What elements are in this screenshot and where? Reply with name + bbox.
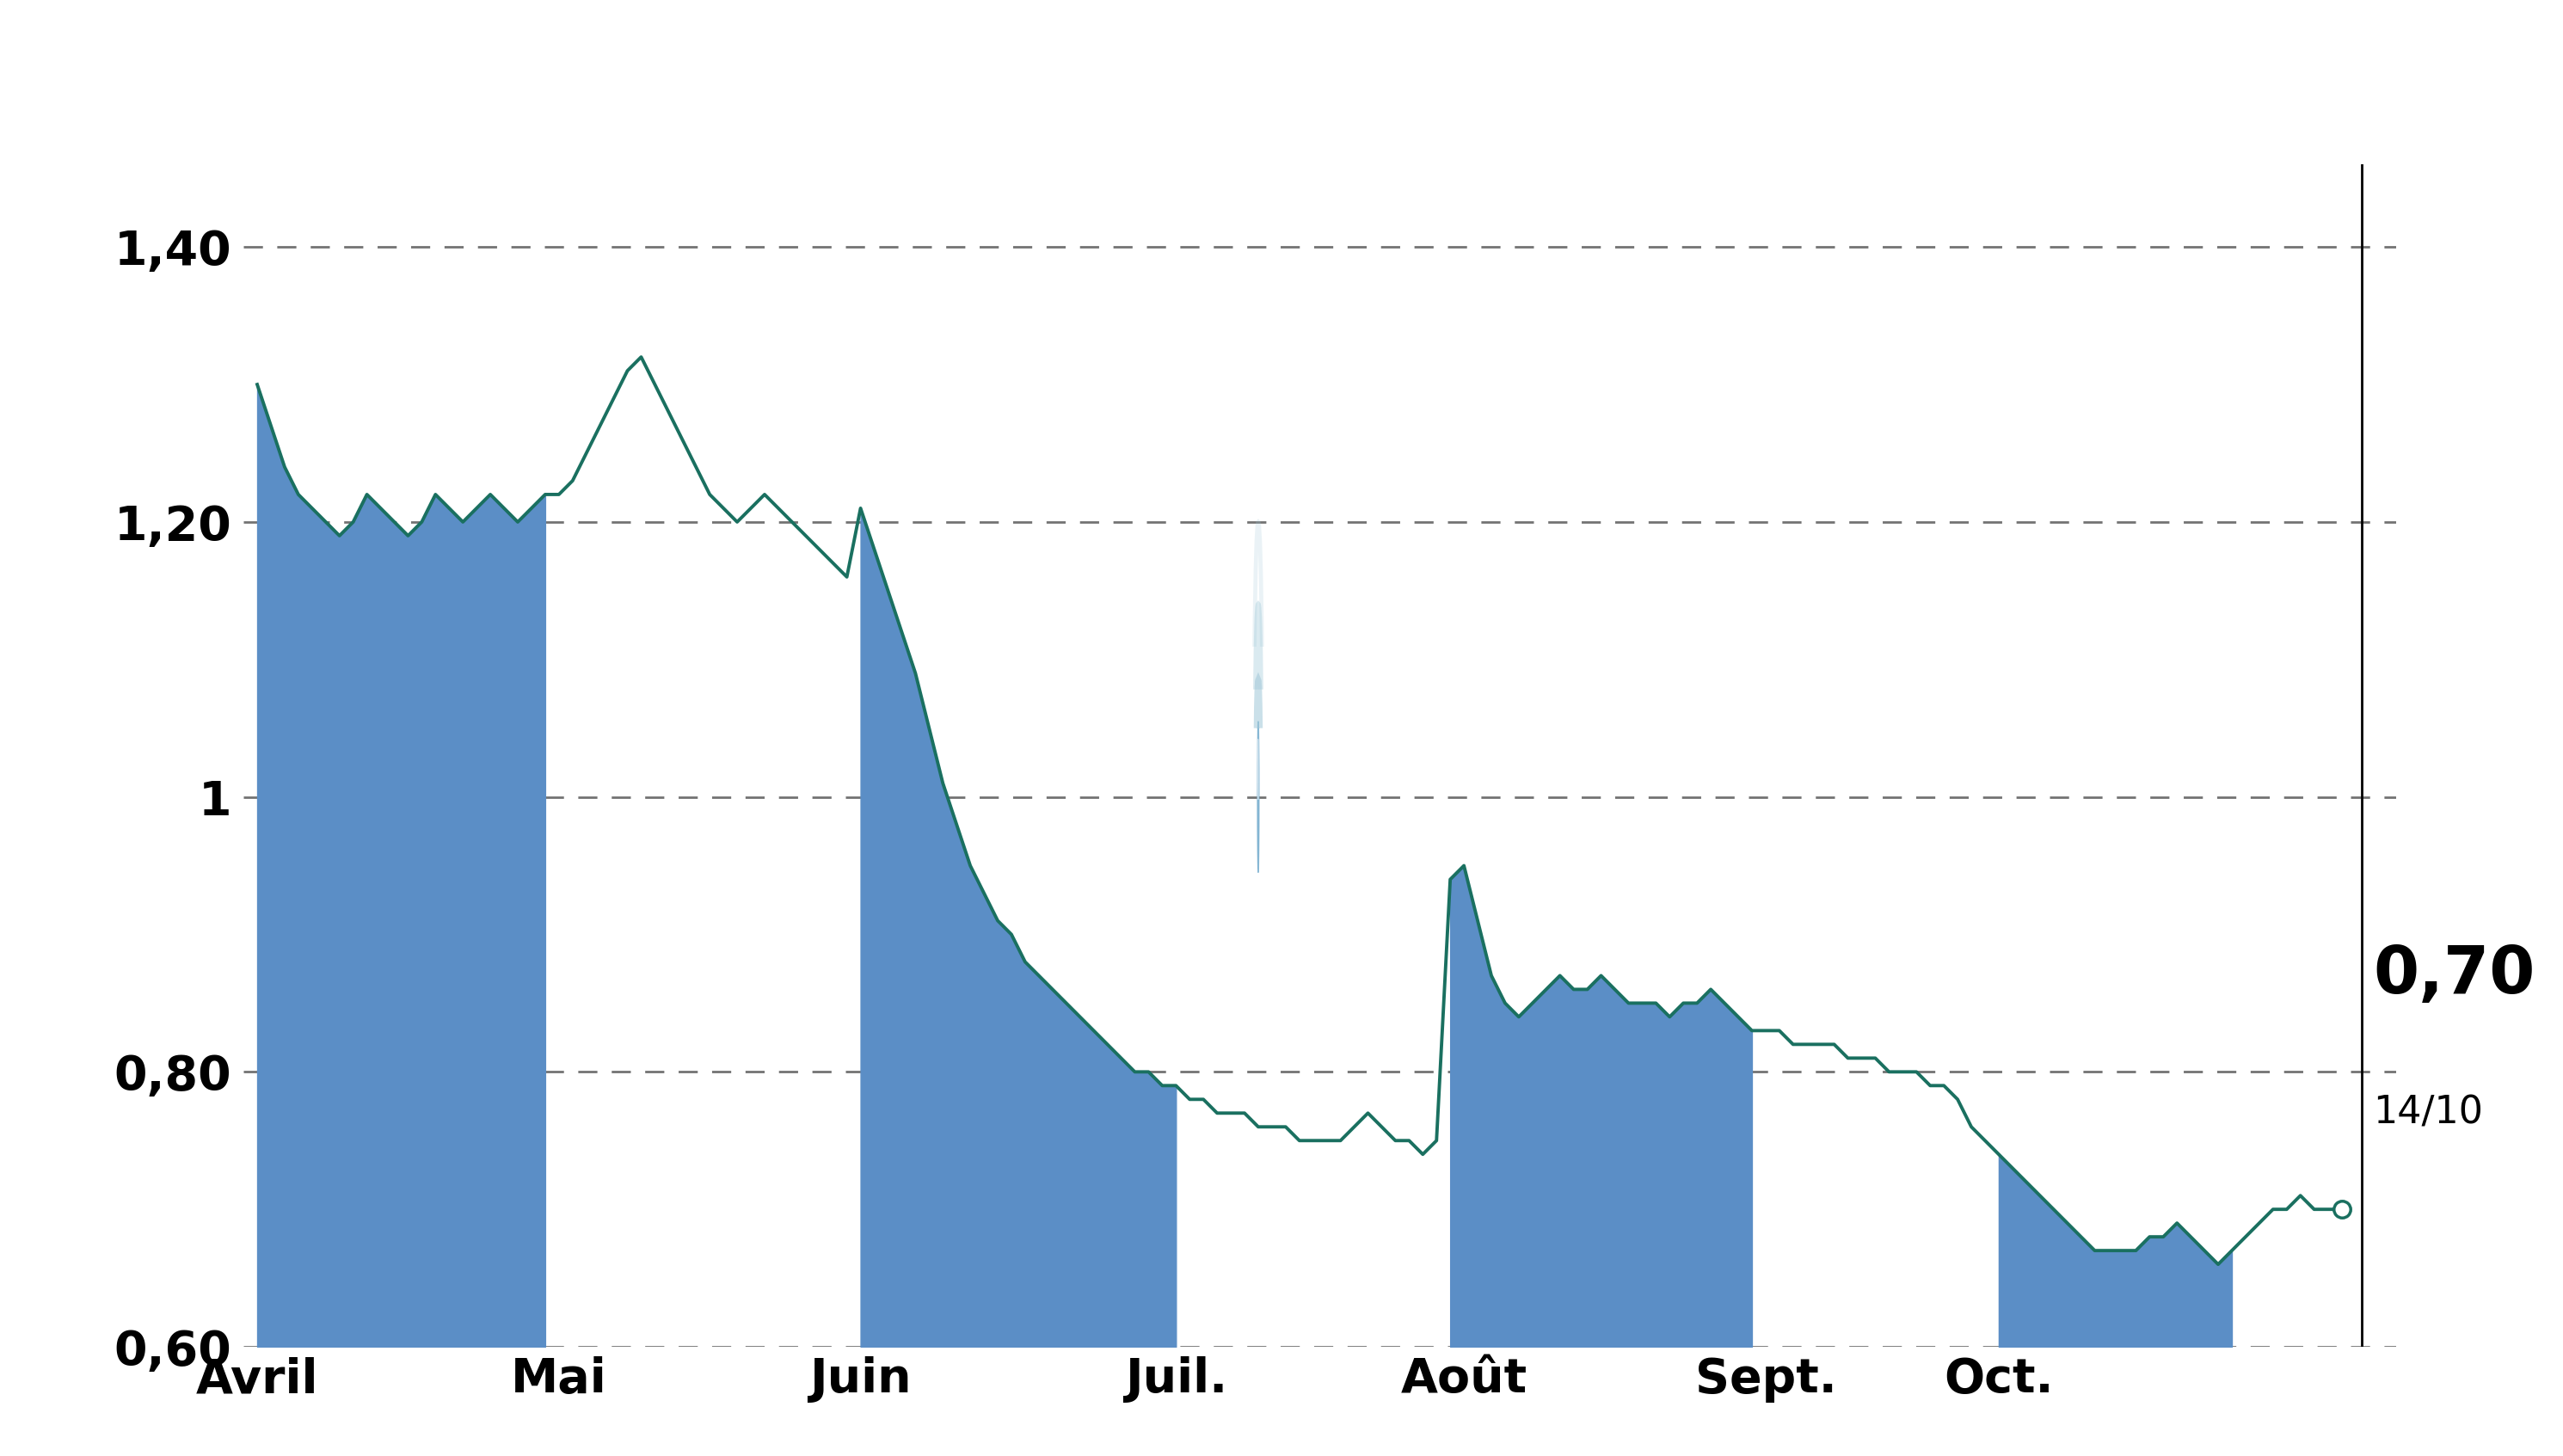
Text: 14/10: 14/10 (2373, 1095, 2484, 1131)
Text: DBV TECHNOLOGIES: DBV TECHNOLOGIES (738, 35, 1825, 128)
Text: 0,70: 0,70 (2373, 943, 2535, 1008)
